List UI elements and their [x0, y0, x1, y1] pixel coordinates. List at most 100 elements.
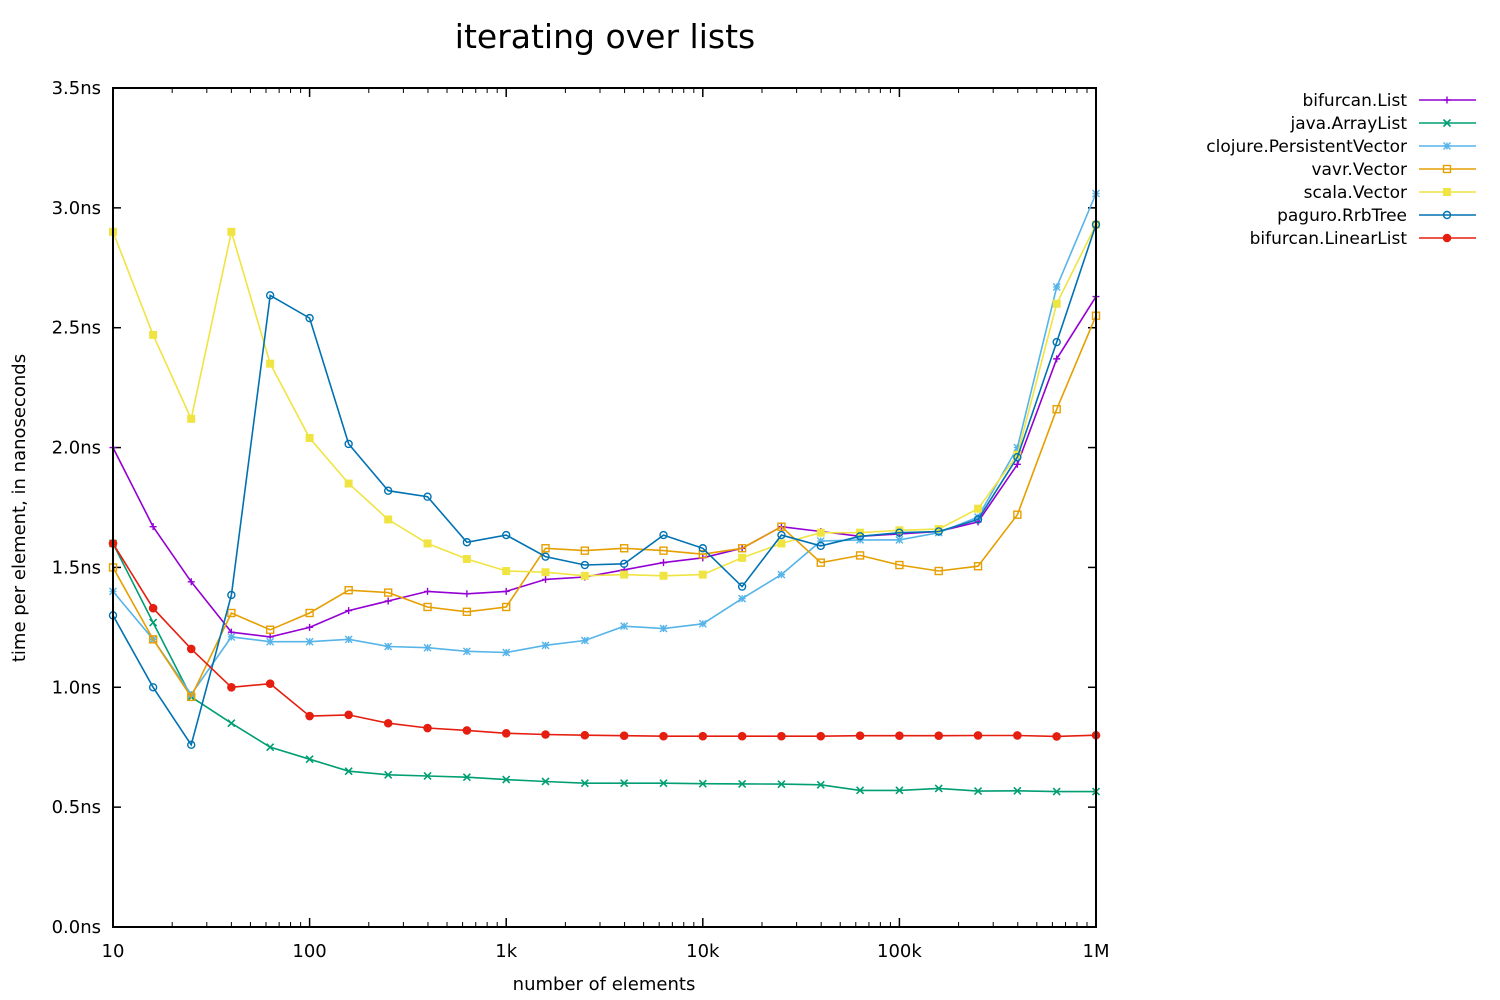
data-point [502, 775, 511, 784]
data-point [777, 539, 786, 548]
data-point [1053, 355, 1061, 363]
data-point [659, 559, 667, 567]
data-point [266, 359, 275, 368]
data-point [620, 622, 629, 631]
data-point [777, 570, 786, 579]
data-point [659, 530, 668, 540]
series-scala-vector [109, 220, 1100, 580]
data-point [265, 679, 275, 688]
data-point [305, 755, 314, 764]
data-point [1052, 299, 1061, 308]
data-point [1013, 460, 1021, 468]
data-point [266, 637, 275, 646]
data-point [1013, 731, 1022, 740]
data-point [1013, 452, 1022, 462]
data-point [187, 692, 196, 702]
data-point [384, 597, 392, 605]
data-point [502, 530, 511, 540]
y-tick-label: 1.5ns [52, 557, 101, 578]
legend-label: vavr.Vector [1311, 160, 1407, 180]
data-point [383, 588, 393, 597]
data-point [541, 777, 550, 786]
data-point [816, 541, 825, 551]
data-point [266, 743, 275, 752]
data-point [344, 767, 353, 776]
data-point [580, 730, 590, 740]
data-point [502, 602, 511, 612]
x-tick-label: 1k [495, 941, 517, 962]
data-point [698, 550, 707, 559]
data-point [855, 551, 865, 560]
legend-marker [1443, 142, 1451, 150]
data-point [659, 731, 668, 741]
legend-label: scala.Vector [1304, 183, 1407, 203]
data-point [659, 624, 668, 633]
series-line [112, 543, 1097, 738]
data-point [1052, 732, 1061, 741]
data-point [149, 330, 158, 339]
series-line [112, 315, 1097, 699]
data-point [934, 784, 943, 793]
data-point [973, 787, 983, 796]
data-point [423, 771, 432, 781]
data-point [541, 544, 550, 553]
data-point [1052, 405, 1061, 414]
series-paguro-rrbtree [108, 220, 1101, 750]
data-point [1052, 337, 1061, 347]
data-point [344, 586, 353, 595]
data-point [462, 647, 471, 656]
data-point [934, 525, 943, 534]
legend-label: bifurcan.LinearList [1250, 229, 1408, 249]
data-point [816, 558, 825, 567]
data-point [149, 618, 158, 627]
data-point [227, 227, 236, 236]
x-tick-label: 1M [1083, 941, 1110, 962]
data-point [541, 568, 550, 577]
legend-marker [1442, 233, 1452, 243]
plot-border [112, 87, 1097, 928]
data-point [305, 313, 314, 323]
legend-item: java.ArrayList [1289, 114, 1476, 134]
data-point [1013, 443, 1022, 452]
data-point [619, 559, 629, 569]
legend-item: clojure.PersistentVector [1206, 137, 1476, 157]
data-point [1052, 282, 1061, 291]
data-point [973, 515, 983, 524]
legend-item: paguro.RrbTree [1277, 206, 1476, 226]
data-point [502, 567, 511, 576]
data-point [384, 642, 393, 651]
series-line [112, 296, 1097, 638]
data-point [934, 527, 943, 536]
legend-marker [1443, 188, 1451, 196]
x-tick-label: 100k [877, 941, 922, 962]
data-point [148, 635, 158, 644]
data-point [895, 786, 904, 795]
data-point [227, 682, 236, 692]
data-point [1052, 787, 1061, 796]
data-point [777, 780, 786, 789]
data-point [186, 644, 196, 654]
data-point [619, 731, 629, 741]
y-tick-label: 2.0ns [52, 438, 101, 459]
data-point [777, 522, 786, 531]
data-point [502, 587, 510, 595]
series-line [112, 224, 1097, 577]
legend-marker [1442, 118, 1452, 128]
data-point [502, 648, 511, 657]
data-point [973, 562, 983, 571]
legend-label: bifurcan.List [1302, 91, 1407, 111]
data-point [659, 546, 668, 555]
legend-label: paguro.RrbTree [1277, 206, 1407, 226]
data-point [423, 602, 432, 612]
data-point [738, 779, 747, 788]
data-point [698, 731, 708, 741]
x-axis-label: number of elements [513, 974, 696, 995]
data-point [265, 625, 275, 634]
data-point [148, 603, 158, 613]
data-point [1013, 786, 1022, 795]
data-point [659, 779, 668, 788]
series-vavr-vector [108, 311, 1101, 702]
data-point [423, 539, 432, 548]
data-point [895, 526, 904, 535]
